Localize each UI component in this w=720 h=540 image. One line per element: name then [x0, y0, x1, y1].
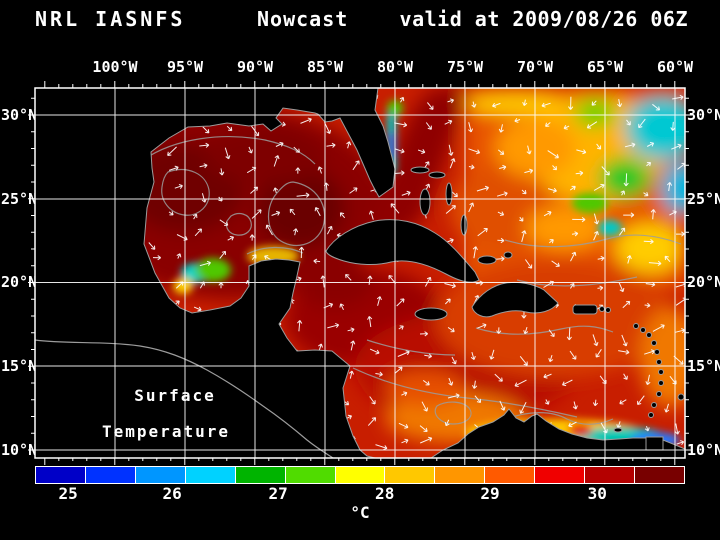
land-lesser-antilles [633, 323, 639, 329]
colorbar-tick: 25 [58, 484, 78, 503]
colorbar-tick: 29 [480, 484, 500, 503]
colorbar-segment [585, 467, 636, 483]
land-bahamas [419, 188, 431, 216]
land-puerto-rico [572, 304, 598, 315]
colorbar-segment [235, 467, 286, 483]
colorbar-tick-labels: 25 26 27 28 29 30 [35, 484, 685, 503]
colorbar-segment [135, 467, 186, 483]
valid-time: valid at 2009/08/26 06Z [399, 7, 688, 31]
colorbar-segment [85, 467, 136, 483]
land-bahamas [410, 166, 430, 174]
colorbar-segment [36, 467, 86, 483]
lat-tick-label: 10°N [687, 441, 720, 459]
land-lesser-antilles [658, 369, 664, 375]
lat-tick-label: 15°N [1, 357, 38, 375]
lat-tick-label: 15°N [687, 357, 720, 375]
land-barbados [677, 393, 685, 401]
land-lesser-antilles [599, 306, 605, 312]
land-lesser-antilles [640, 327, 646, 333]
land-lesser-antilles [651, 340, 657, 346]
model-name: NRL IASNFS [35, 7, 186, 31]
lat-tick-label: 20°N [1, 273, 38, 291]
sst-map [28, 81, 692, 465]
land-trinidad [645, 436, 664, 451]
land-lesser-antilles [646, 332, 652, 338]
colorbar-tick: 28 [375, 484, 395, 503]
colorbar-tick: 30 [587, 484, 607, 503]
land-lesser-antilles [605, 307, 611, 313]
lon-tick-label: 85°W [306, 58, 344, 76]
grid-lines [35, 88, 685, 458]
lon-tick-label: 60°W [656, 58, 694, 76]
land-lesser-antilles [656, 359, 662, 365]
product-type: Nowcast [257, 7, 349, 31]
land-lesser-antilles [654, 349, 660, 355]
colorbar-segment [435, 467, 486, 483]
colorbar-segment [635, 467, 684, 483]
map-overlay-label-line2: Temperature [102, 422, 230, 441]
pacific-coastline [35, 339, 334, 458]
lon-tick-label: 70°W [516, 58, 554, 76]
land-bahamas [445, 182, 453, 206]
land-lesser-antilles [651, 402, 657, 408]
land-lesser-antilles [658, 380, 664, 386]
lon-tick-label: 100°W [92, 58, 138, 76]
land-bahamas [477, 255, 497, 265]
land-lesser-antilles [656, 391, 662, 397]
land-bahamas [460, 214, 468, 236]
land-lesser-antilles [648, 412, 654, 418]
colorbar-tick: 27 [268, 484, 288, 503]
map-frame [34, 87, 686, 459]
land-hispaniola [471, 281, 559, 318]
colorbar-segment [285, 467, 336, 483]
colorbar-tick: 26 [162, 484, 182, 503]
map-area: Surface Temperature [25, 76, 695, 470]
lat-tick-label: 20°N [687, 273, 720, 291]
land-margarita [613, 427, 623, 433]
lat-tick-label: 30°N [1, 106, 38, 124]
lon-tick-label: 90°W [236, 58, 274, 76]
land-bahamas [428, 171, 446, 179]
colorbar-unit-label: °C [350, 503, 370, 522]
colorbar-segment [185, 467, 236, 483]
map-overlay-label-line1: Surface [134, 386, 216, 405]
lat-tick-label: 30°N [687, 106, 720, 124]
lat-tick-label: 10°N [1, 441, 38, 459]
colorbar-segment [335, 467, 386, 483]
land-jamaica [414, 307, 448, 321]
colorbar-segment [385, 467, 436, 483]
lon-tick-label: 65°W [586, 58, 624, 76]
lon-tick-label: 80°W [376, 58, 414, 76]
colorbar-segment [535, 467, 586, 483]
lon-tick-label: 95°W [166, 58, 204, 76]
lon-tick-label: 75°W [446, 58, 484, 76]
lat-tick-label: 25°N [1, 190, 38, 208]
sst-field [83, 88, 685, 443]
lat-tick-label: 25°N [687, 190, 720, 208]
colorbar [35, 466, 685, 484]
land-bahamas [503, 251, 513, 259]
colorbar-segment [485, 467, 536, 483]
